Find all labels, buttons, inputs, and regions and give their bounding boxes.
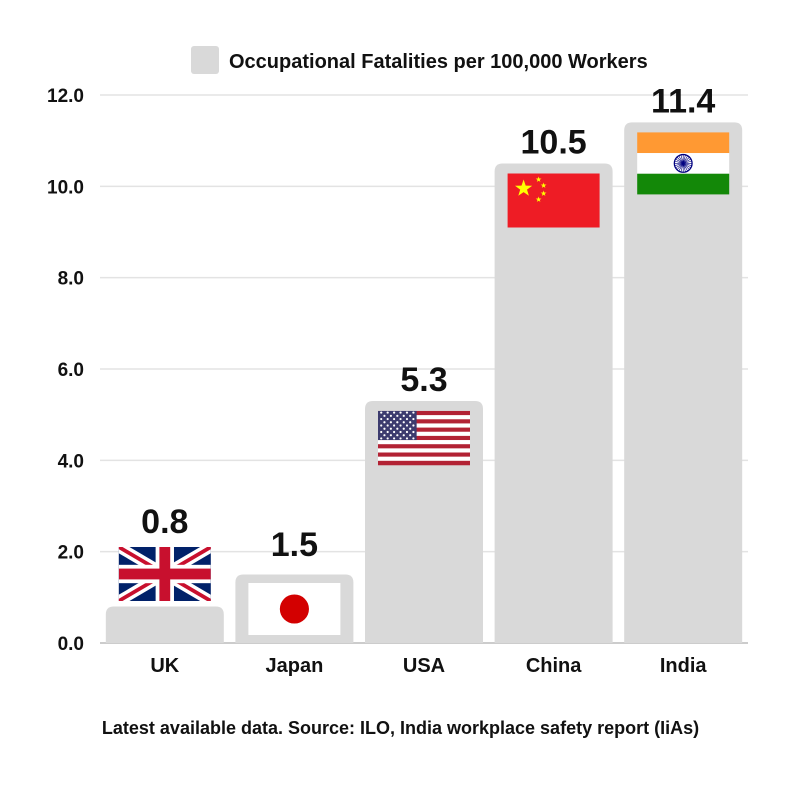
source-note: Latest available data. Source: ILO, Indi… [101, 718, 700, 738]
bars: 0.8 UK 1.5 Japan 5.3 USA 10.5 China 11.4 India [105, 82, 743, 677]
y-tick-label: 2.0 [58, 543, 84, 564]
bar-india [624, 122, 743, 643]
y-tick-label: 6.0 [58, 360, 84, 381]
x-tick-label-japan: Japan [265, 655, 323, 677]
bar-chart: 0.0 2.0 4.0 6.0 8.0 10.0 12.0 Occupational Fat… [47, 46, 748, 677]
y-tick-label: 8.0 [58, 269, 84, 290]
value-label-usa: 5.3 [400, 361, 447, 399]
value-label-india: 11.4 [651, 82, 715, 120]
legend-label: Occupational Fatalities per 100,000 Work… [229, 51, 648, 73]
china-flag-icon [507, 173, 600, 228]
y-tick-label: 12.0 [47, 86, 84, 107]
x-tick-label-usa: USA [403, 655, 445, 677]
y-tick-label: 10.0 [47, 177, 84, 198]
x-tick-label-china: China [526, 655, 582, 677]
y-axis-ticks: 0.0 2.0 4.0 6.0 8.0 10.0 12.0 [47, 86, 84, 655]
value-label-china: 10.5 [521, 124, 587, 162]
bar-china [494, 163, 613, 643]
y-tick-label: 4.0 [58, 451, 84, 472]
x-tick-label-uk: UK [150, 655, 179, 677]
legend: Occupational Fatalities per 100,000 Work… [191, 46, 648, 74]
india-flag-icon [637, 132, 730, 195]
value-label-uk: 0.8 [141, 503, 188, 541]
y-tick-label: 0.0 [58, 634, 84, 655]
usa-flag-icon [378, 410, 470, 466]
japan-flag-icon [248, 583, 341, 635]
value-label-japan: 1.5 [271, 526, 318, 564]
bar-uk [105, 606, 224, 643]
x-tick-label-india: India [660, 655, 708, 677]
uk-flag-icon [118, 547, 211, 601]
legend-swatch [191, 46, 219, 74]
